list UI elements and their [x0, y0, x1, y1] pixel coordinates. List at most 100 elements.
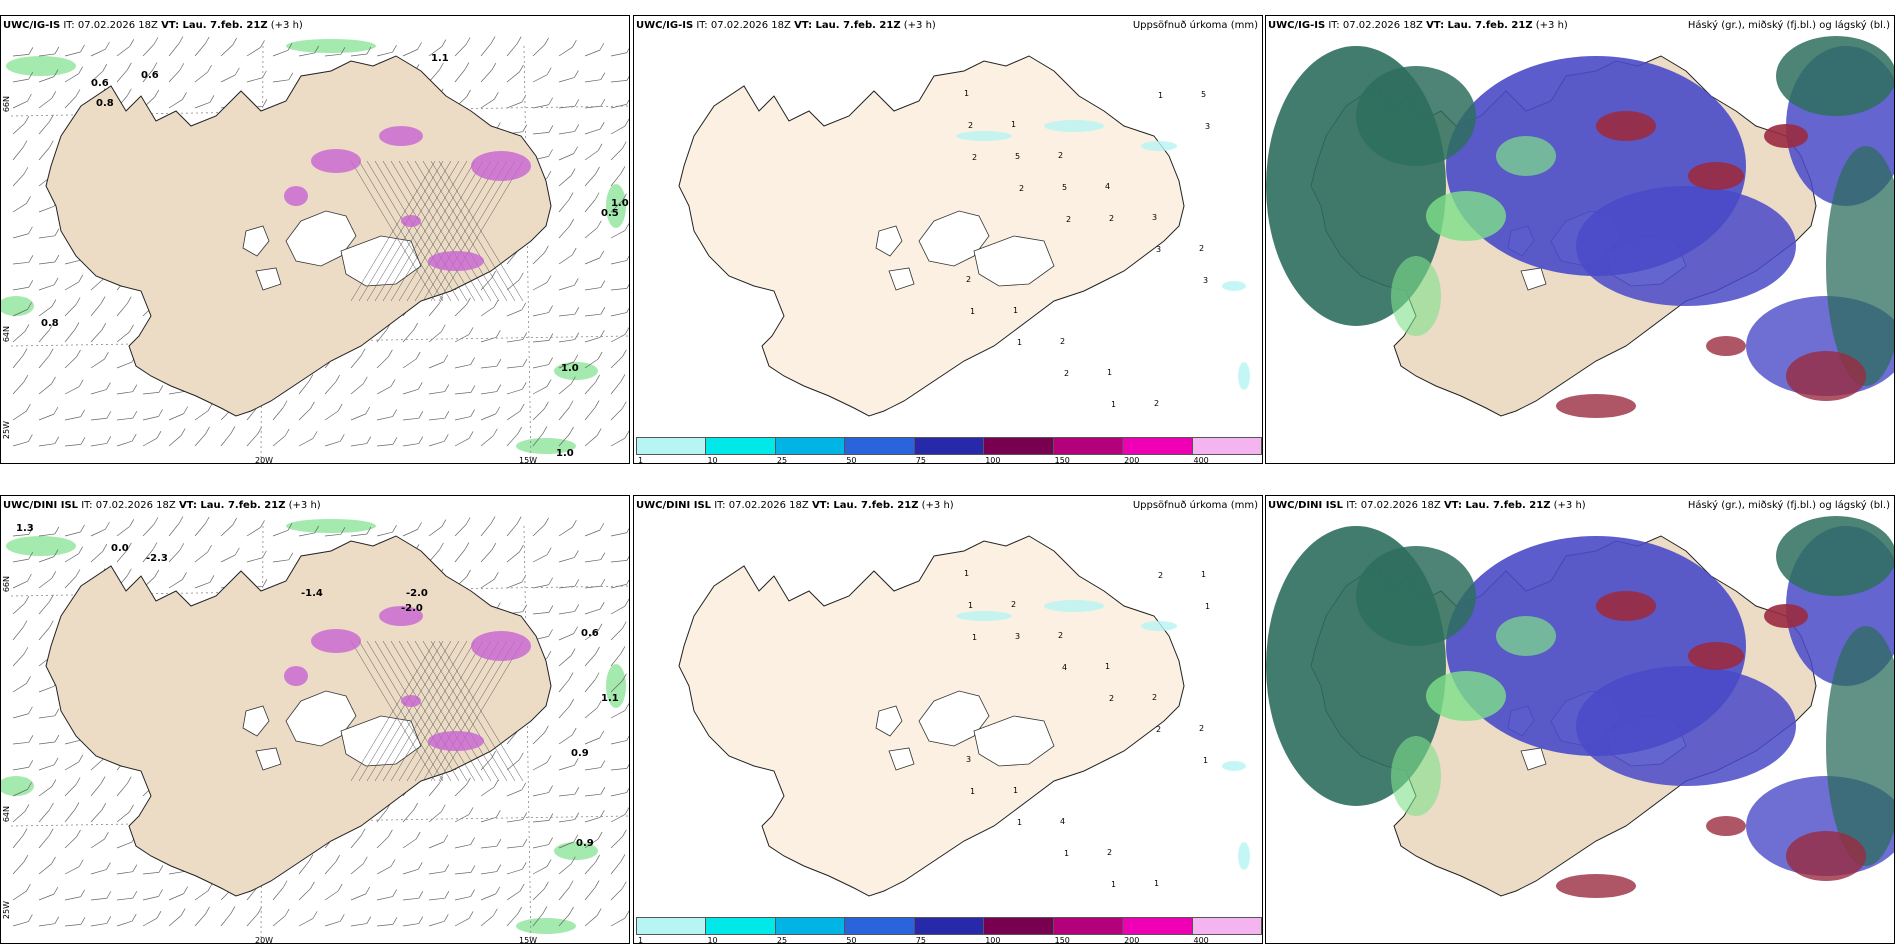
wind-barb	[12, 558, 29, 563]
wind-barb-feather	[153, 37, 159, 45]
wind-barb	[454, 872, 471, 875]
temp-values: 1.3 0.0 -2.3 -1.4 -2.0 -2.0 0.6 1.1 0.9 0.9	[16, 523, 619, 849]
legend-label: 100	[985, 456, 1001, 464]
wind-barb-feather	[80, 44, 85, 53]
wind-barb-feather	[131, 433, 137, 442]
wind-barb	[246, 913, 258, 927]
wind-barb-feather	[24, 116, 30, 124]
wind-barb	[584, 816, 601, 823]
wind-barb	[454, 304, 467, 317]
wind-barb-feather	[24, 324, 30, 332]
wind-barb-feather	[546, 275, 552, 283]
wind-barb	[64, 73, 79, 83]
legend-label: 100	[985, 936, 1001, 944]
precip-value: 1	[1205, 602, 1210, 611]
wind-barb	[116, 361, 133, 369]
wind-barb-feather	[620, 374, 626, 382]
wind-barb	[142, 44, 155, 57]
wind-barb-feather	[600, 280, 606, 288]
temp-values-label: 0.6	[581, 628, 599, 639]
wind-barb-feather	[544, 37, 549, 46]
wind-barb	[324, 861, 336, 875]
wind-barb	[480, 277, 492, 291]
wind-barb	[480, 549, 493, 563]
wind-barb-feather	[282, 400, 288, 408]
wind-barb-feather	[132, 384, 138, 392]
precip-value: 2	[1060, 337, 1065, 346]
precip-value: 1	[1203, 756, 1208, 765]
wind-barb-feather	[470, 385, 476, 393]
wind-barb	[428, 783, 440, 797]
wind-barb	[558, 764, 575, 771]
wind-barb	[90, 389, 107, 395]
wind-barb	[38, 147, 50, 161]
wind-barb	[12, 233, 29, 239]
legend-swatch: 50	[844, 917, 914, 943]
wind-barb-feather	[573, 354, 579, 363]
hatch-line	[414, 640, 500, 782]
wind-barb	[194, 551, 208, 563]
wind-barb-feather	[574, 550, 579, 558]
wind-barb-feather	[27, 93, 32, 102]
wind-barb	[38, 76, 55, 83]
wind-barb	[428, 440, 445, 447]
wind-barb-feather	[74, 322, 80, 330]
wind-barb-feather	[392, 889, 397, 897]
wind-barb-feather	[129, 519, 135, 527]
wind-barb-feather	[470, 837, 475, 845]
wind-barb-feather	[23, 647, 29, 655]
wind-barb	[584, 737, 600, 745]
wind-barb	[376, 356, 389, 369]
wind-barb	[532, 282, 548, 291]
wind-barb	[558, 913, 570, 927]
wind-barb-feather	[51, 299, 57, 307]
wind-barb-feather	[599, 121, 605, 130]
precip-value: 2	[1019, 184, 1024, 193]
wind-barb	[350, 413, 366, 421]
wind-barb	[246, 433, 258, 447]
wind-barb	[350, 355, 362, 369]
wind-barb	[506, 101, 523, 109]
wind-barb	[38, 121, 50, 135]
wind-barb	[142, 917, 158, 927]
wind-barb-feather	[599, 42, 605, 51]
wind-barb	[532, 408, 545, 421]
wind-barb	[90, 809, 103, 823]
precip-light-patch	[1141, 621, 1177, 631]
wind-barb-feather	[312, 911, 318, 919]
wind-barb-feather	[600, 307, 606, 315]
wind-barb	[584, 150, 599, 161]
wind-barb-feather	[440, 324, 446, 332]
lat-label-64n: 64N	[2, 326, 11, 343]
wind-barb-feather	[132, 410, 138, 419]
wind-barb-feather	[620, 646, 626, 654]
wind-barb	[64, 259, 81, 265]
wind-barb	[532, 866, 548, 875]
precip-value: 2	[968, 121, 973, 130]
wind-barb-feather	[495, 406, 501, 415]
precip-value: 1	[1011, 120, 1016, 129]
legend-swatch: 75	[913, 917, 984, 943]
wind-barb-feather	[621, 881, 627, 889]
wind-barb-feather	[106, 436, 112, 444]
wind-barb	[12, 355, 24, 369]
wind-barb	[38, 261, 55, 265]
wind-barb	[610, 334, 626, 343]
legend-label: 25	[776, 456, 788, 464]
wind-barb-feather	[600, 578, 606, 587]
wind-barb	[480, 413, 496, 421]
wind-barb	[220, 433, 232, 447]
wind-barb-feather	[491, 750, 496, 759]
wind-barb	[584, 887, 596, 901]
legend-swatch: 400	[1191, 917, 1262, 943]
wind-barb-feather	[491, 542, 497, 551]
wind-barb	[142, 392, 159, 395]
wind-barb-feather	[470, 889, 475, 897]
wind-barb-feather	[496, 839, 502, 847]
wind-barb-feather	[127, 542, 132, 550]
wind-barb-feather	[466, 569, 471, 578]
wind-barb	[532, 44, 545, 57]
wind-barb	[64, 553, 79, 563]
wind-barb-feather	[388, 349, 393, 357]
wind-barb	[116, 841, 133, 849]
